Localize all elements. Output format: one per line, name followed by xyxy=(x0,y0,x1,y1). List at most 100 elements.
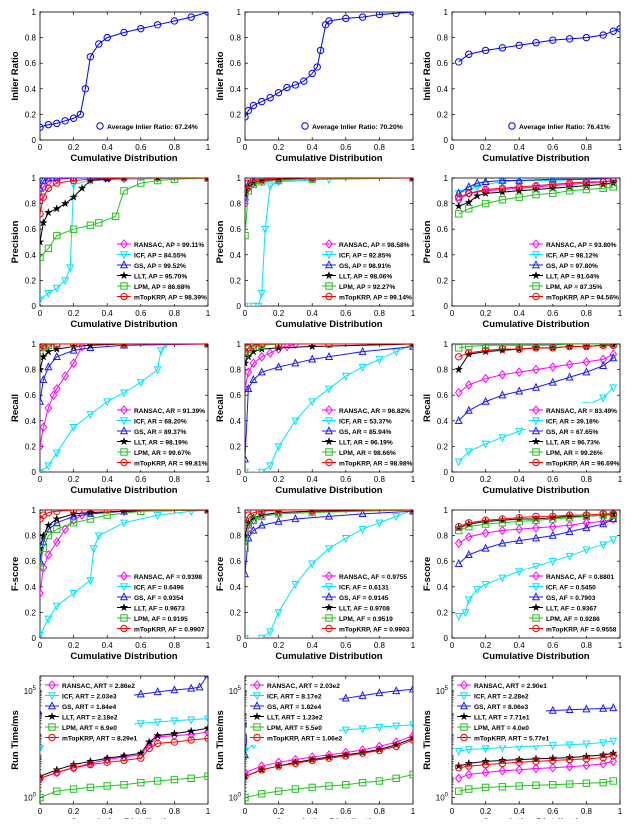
legend-marker xyxy=(120,458,128,467)
x-tick-label: 0 xyxy=(38,143,43,152)
series-line xyxy=(458,740,614,752)
series-icf xyxy=(454,536,618,622)
data-point xyxy=(40,344,44,352)
data-point xyxy=(582,344,591,351)
data-point xyxy=(137,179,145,187)
data-point xyxy=(245,454,250,463)
series-mtopkrp xyxy=(455,752,617,772)
data-point xyxy=(103,510,111,514)
legend-box xyxy=(526,569,618,636)
data-point xyxy=(40,543,45,553)
data-point xyxy=(599,344,607,349)
y-tick-label: 0.2 xyxy=(230,110,242,119)
y-axis-label: Recall xyxy=(422,394,433,422)
data-point xyxy=(78,344,86,352)
data-point xyxy=(498,783,507,791)
data-point xyxy=(454,201,464,210)
data-point xyxy=(245,106,253,115)
data-point xyxy=(44,178,53,182)
legend-marker xyxy=(532,614,540,622)
data-point xyxy=(40,344,48,349)
data-point xyxy=(308,178,316,182)
data-point xyxy=(61,524,70,535)
x-tick-label: 0.4 xyxy=(514,807,526,816)
data-point xyxy=(465,189,473,198)
data-point xyxy=(498,44,507,52)
x-tick-label: 1 xyxy=(206,309,211,318)
subplot-r2-c1: 0 0.2 0.4 0.6 0.8 1 0 0.2 0.4 0.6 0.8 1 Cumulative D… xyxy=(215,340,416,496)
data-point xyxy=(454,364,464,374)
data-point xyxy=(481,760,490,769)
data-point xyxy=(582,546,591,555)
series-mtopkrp xyxy=(245,510,413,527)
data-point xyxy=(43,347,53,356)
data-point xyxy=(473,586,482,595)
x-tick-label: 0.8 xyxy=(581,807,593,816)
legend: Average Inlier Ratio: 76.41% xyxy=(508,122,610,131)
series-mtopkrp xyxy=(40,178,208,218)
data-point xyxy=(549,344,557,352)
series-lpm xyxy=(455,344,617,352)
y-tick-label: 0.4 xyxy=(25,583,37,592)
legend: RANSAC, ART = 2.03e2 ICF, ART = 8.17e2 GS,… xyxy=(247,678,343,745)
data-point xyxy=(137,778,145,787)
x-tick-label: 0.4 xyxy=(514,143,526,152)
data-point xyxy=(325,750,333,760)
legend-label: GS, AF = 0.7903 xyxy=(546,595,596,602)
x-axis-label: Cumulative Distribution xyxy=(275,651,382,662)
x-tick-label: 1 xyxy=(206,475,211,484)
data-point xyxy=(169,728,179,738)
x-axis-label: Cumulative Distribution xyxy=(275,153,382,164)
data-point xyxy=(187,683,196,692)
data-point xyxy=(375,777,384,785)
legend-label: LPM, ART = 4.0e0 xyxy=(474,725,529,732)
y-tick-label: 0.4 xyxy=(437,583,449,592)
series-line xyxy=(458,518,614,565)
y-tick-label: 0.6 xyxy=(437,225,449,234)
data-point xyxy=(274,88,283,97)
legend-marker xyxy=(531,592,541,601)
y-tick-label: 0.6 xyxy=(25,391,37,400)
data-point xyxy=(565,752,575,762)
y-axis-label: Run Time/ms xyxy=(10,710,21,769)
x-tick-label: 0.4 xyxy=(514,475,526,484)
data-point xyxy=(358,526,367,535)
legend-label: LPM, AR = 98.66% xyxy=(339,450,396,457)
data-point xyxy=(274,344,283,348)
data-point xyxy=(599,178,607,186)
x-tick-label: 0.4 xyxy=(514,309,526,318)
x-tick-label: 1 xyxy=(618,807,623,816)
data-point xyxy=(498,765,507,776)
x-tick-label: 1 xyxy=(206,807,211,816)
data-point xyxy=(186,726,196,735)
data-point xyxy=(565,741,574,750)
y-tick-label: 0.6 xyxy=(230,557,242,566)
data-point xyxy=(94,532,103,541)
data-point xyxy=(464,405,473,414)
legend-marker xyxy=(324,592,334,601)
data-point xyxy=(308,354,317,363)
series-llt xyxy=(40,510,208,553)
data-point xyxy=(532,516,540,524)
x-tick-label: 0.2 xyxy=(68,641,80,650)
legend-marker xyxy=(120,624,128,633)
data-point xyxy=(245,767,249,778)
data-point xyxy=(40,352,48,361)
data-point xyxy=(245,519,249,527)
data-point xyxy=(455,210,463,218)
y-tick-label: 0.8 xyxy=(230,532,242,541)
data-point xyxy=(599,519,608,528)
x-tick-label: 0.8 xyxy=(581,309,593,318)
data-point xyxy=(548,705,557,714)
data-point xyxy=(136,720,145,729)
data-point xyxy=(582,33,591,42)
legend-label: RANSAC, AP = 99.11% xyxy=(134,242,204,249)
legend-box xyxy=(114,237,206,304)
subplot-r3-c0: 0 0.2 0.4 0.6 0.8 1 0 0.2 0.4 0.6 0.8 1 Cumulative D… xyxy=(10,506,211,662)
x-tick-label: 0.6 xyxy=(547,143,559,152)
x-tick-label: 0.4 xyxy=(307,309,319,318)
data-point xyxy=(44,120,53,129)
y-tick-label: 0.8 xyxy=(437,366,449,375)
legend-box xyxy=(526,237,618,304)
y-tick-label: 1 xyxy=(32,8,37,17)
